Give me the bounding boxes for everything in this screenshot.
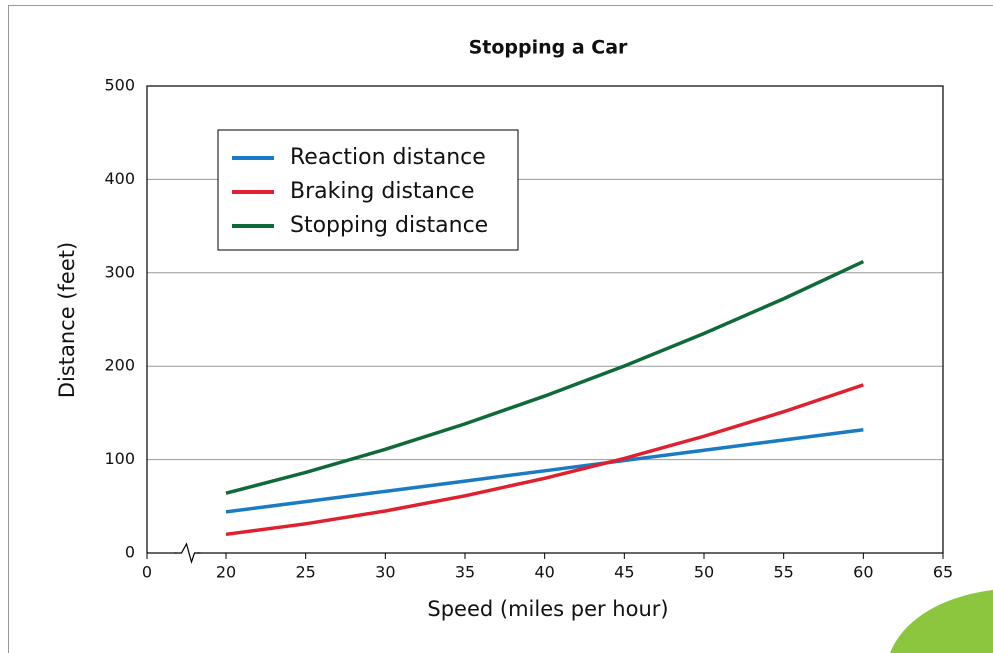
x-tick-label: 20 bbox=[216, 563, 236, 582]
chart: Stopping a Car Speed (miles per hour) Di… bbox=[0, 0, 993, 653]
series-line bbox=[226, 262, 863, 494]
legend-label: Reaction distance bbox=[290, 145, 486, 170]
x-tick-label: 45 bbox=[614, 563, 634, 582]
x-tick-label: 60 bbox=[853, 563, 873, 582]
leaf-decoration bbox=[890, 590, 993, 653]
series-line bbox=[226, 430, 863, 512]
x-tick-label: 55 bbox=[773, 563, 793, 582]
y-tick-label: 300 bbox=[104, 262, 135, 281]
y-tick-label: 200 bbox=[104, 356, 135, 375]
x-tick-label: 30 bbox=[375, 563, 395, 582]
y-tick-label: 0 bbox=[125, 543, 135, 562]
y-axis-label: Distance (feet) bbox=[55, 242, 79, 398]
x-tick-label: 25 bbox=[295, 563, 315, 582]
legend-label: Stopping distance bbox=[290, 213, 488, 238]
x-tick-label: 35 bbox=[455, 563, 475, 582]
x-tick-label: 40 bbox=[534, 563, 554, 582]
y-tick-label: 500 bbox=[104, 76, 135, 95]
y-tick-label: 100 bbox=[104, 449, 135, 468]
page-frame bbox=[9, 6, 993, 653]
x-tick-label: 65 bbox=[933, 563, 953, 582]
chart-title: Stopping a Car bbox=[469, 37, 628, 59]
x-tick-label: 50 bbox=[694, 563, 714, 582]
x-tick-label: 0 bbox=[142, 563, 152, 582]
y-tick-label: 400 bbox=[104, 169, 135, 188]
x-axis-label: Speed (miles per hour) bbox=[427, 597, 668, 621]
legend-label: Braking distance bbox=[290, 179, 475, 204]
